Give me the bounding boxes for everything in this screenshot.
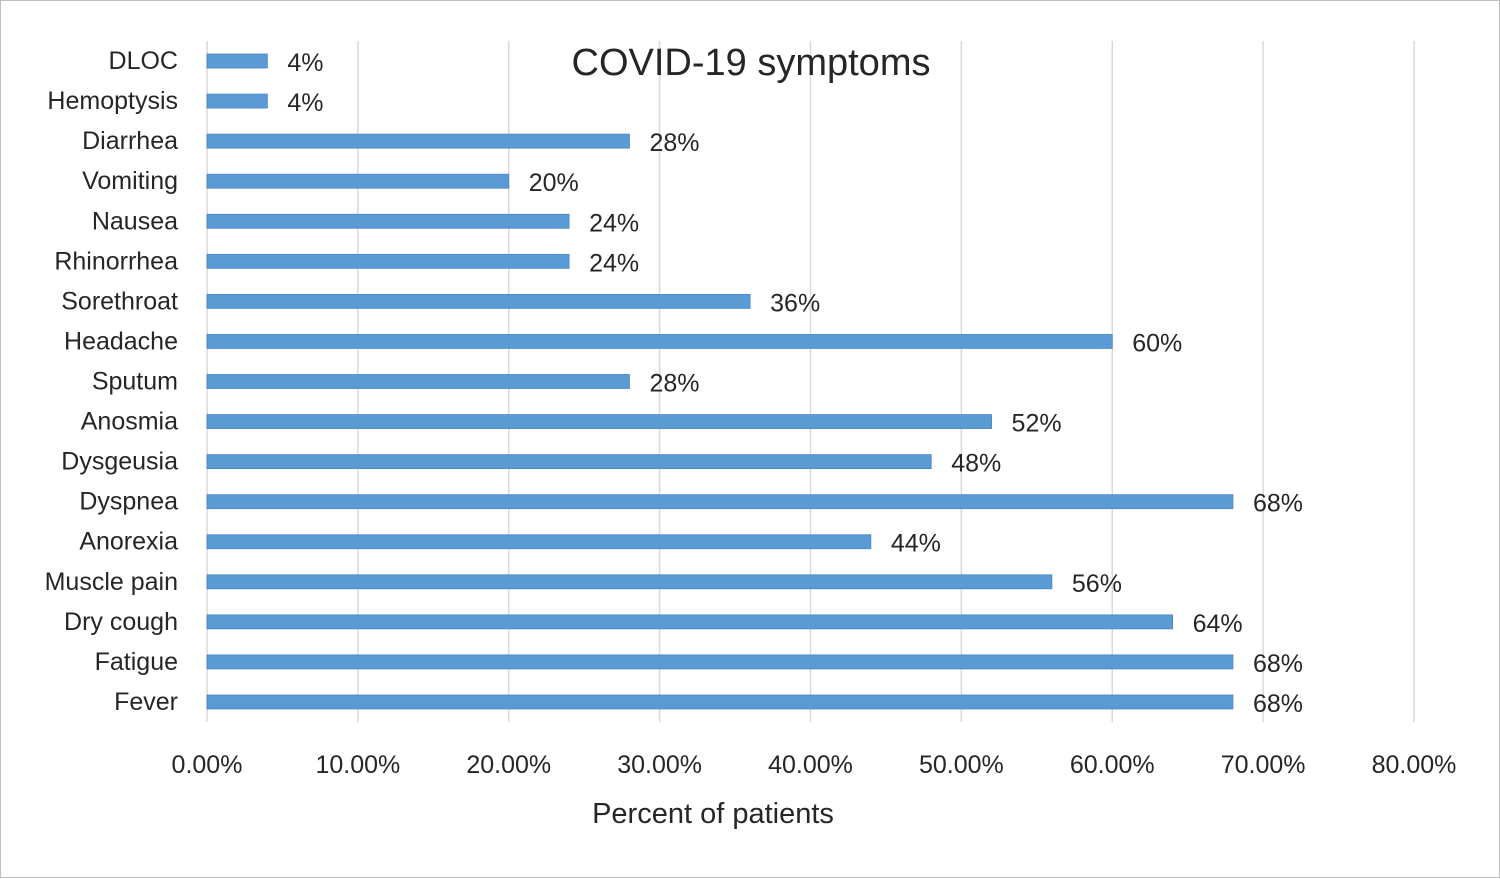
category-label: Sorethroat [61, 287, 178, 315]
data-label: 56% [1072, 570, 1122, 598]
data-label: 48% [951, 450, 1001, 478]
data-label: 28% [649, 129, 699, 157]
x-tick-label: 30.00% [617, 751, 702, 779]
category-label: Sputum [92, 368, 178, 396]
x-tick-label: 10.00% [315, 751, 400, 779]
gridlines [206, 41, 1415, 722]
data-label: 60% [1132, 329, 1182, 357]
value-axis: 0.00% 10.00% 20.00% 30.00% 40.00% 50.00% 60.00… [172, 751, 1457, 779]
bar [206, 574, 1053, 590]
bar [206, 614, 1173, 630]
category-label: Hemoptysis [47, 87, 178, 115]
x-tick-label: 50.00% [919, 751, 1004, 779]
x-tick-label: 40.00% [768, 751, 853, 779]
bar [206, 454, 932, 470]
category-label: Muscle pain [45, 568, 178, 596]
x-tick-label: 60.00% [1070, 751, 1155, 779]
x-tick-label: 20.00% [466, 751, 551, 779]
data-label: 4% [287, 49, 323, 77]
bar [206, 53, 268, 69]
category-label: Nausea [92, 207, 178, 235]
category-label: DLOC [109, 47, 178, 75]
bar [206, 93, 268, 109]
data-label: 36% [770, 289, 820, 317]
data-label: 52% [1012, 410, 1062, 438]
bar [206, 494, 1234, 510]
bar [206, 213, 570, 229]
category-label: Dyspnea [79, 488, 178, 516]
bar [206, 293, 751, 309]
data-label: 4% [287, 89, 323, 117]
data-label: 28% [649, 370, 699, 398]
bar [206, 334, 1113, 349]
bar [206, 694, 1234, 710]
data-label: 68% [1253, 490, 1303, 518]
category-label: Fatigue [95, 648, 178, 676]
bars [206, 53, 1234, 710]
category-label: Anorexia [79, 528, 178, 556]
data-label: 24% [589, 249, 639, 277]
data-labels: 4% 4% 28% 20% 24% 24% 36% 60% 28% 52% 48% 68% 44% 56%… [287, 49, 1303, 718]
category-label: Anosmia [81, 408, 178, 436]
data-label: 64% [1193, 610, 1243, 638]
x-axis-title: Percent of patients [592, 798, 834, 830]
x-tick-label: 70.00% [1221, 751, 1306, 779]
bar [206, 534, 872, 550]
bar [206, 374, 630, 389]
x-tick-label: 0.00% [172, 751, 243, 779]
data-label: 68% [1253, 690, 1303, 718]
data-label: 68% [1253, 650, 1303, 678]
bar [206, 414, 992, 429]
chart-title: COVID-19 symptoms [572, 42, 931, 84]
category-label: Rhinorrhea [54, 247, 178, 275]
data-label: 20% [529, 169, 579, 197]
bar [206, 654, 1234, 670]
data-label: 44% [891, 530, 941, 558]
category-axis: DLOC Hemoptysis Diarrhea Vomiting Nausea Rhin… [45, 47, 179, 716]
category-label: Dysgeusia [61, 448, 178, 476]
category-label: Vomiting [82, 167, 178, 195]
x-tick-label: 80.00% [1372, 751, 1457, 779]
category-label: Diarrhea [82, 127, 178, 155]
category-label: Fever [114, 688, 178, 716]
category-label: Headache [64, 327, 178, 355]
bar [206, 133, 630, 149]
category-label: Dry cough [64, 608, 178, 636]
bar [206, 173, 510, 189]
data-label: 24% [589, 209, 639, 237]
bar [206, 253, 570, 269]
